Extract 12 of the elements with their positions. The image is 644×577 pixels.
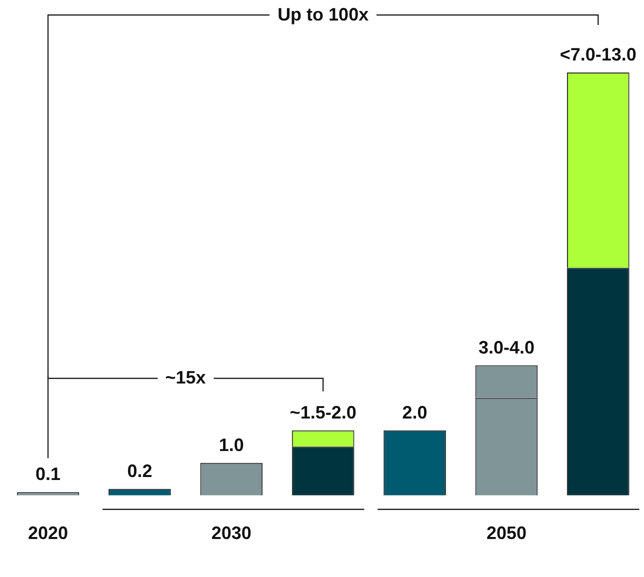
data-label: <7.0-13.0 [560, 44, 636, 64]
annotation: ~15x [157, 368, 214, 389]
text: Up to 100x [270, 4, 377, 26]
data-label: 0.2 [127, 460, 152, 481]
data-label: 2.0 [402, 402, 428, 422]
data-label: 0.1 [36, 464, 61, 484]
x-tick-label: 2030 [211, 523, 252, 544]
x-tick-label: 2020 [28, 523, 68, 544]
data-label: 1.0 [218, 434, 244, 455]
x-tick-label: 2050 [486, 523, 526, 544]
data-label: 3.0-4.0 [478, 337, 534, 358]
data-label: ~1.5-2.0 [290, 402, 356, 422]
